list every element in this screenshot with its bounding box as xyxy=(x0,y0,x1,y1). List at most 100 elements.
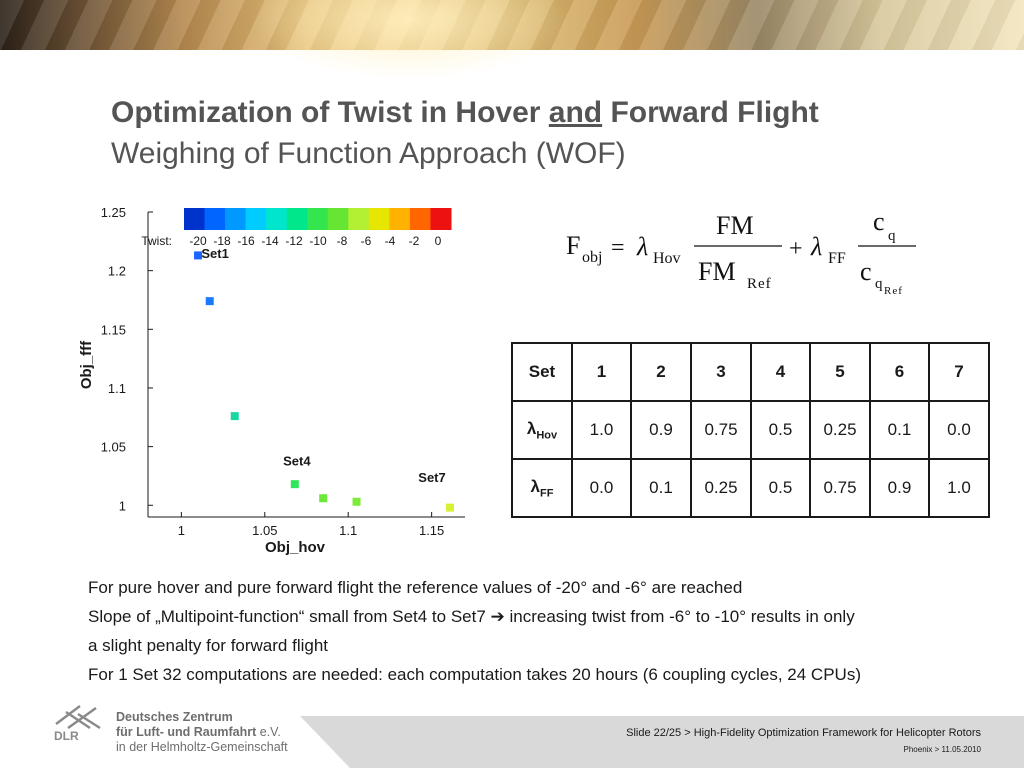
note-line-part: increasing twist from -6° to -10° result… xyxy=(504,607,855,626)
formula-lambda-hov: λ xyxy=(636,232,648,261)
table-cell: 0.0 xyxy=(571,458,632,518)
set-header: 5 xyxy=(809,342,871,402)
org-line-2b: e.V. xyxy=(259,725,281,739)
colorbar-tick-label: -8 xyxy=(337,234,348,248)
weights-table: Set 1 2 3 4 5 6 7 λHov 1.0 0.9 0.75 0.5 … xyxy=(511,342,990,518)
table-cell: 0.9 xyxy=(630,400,692,460)
dlr-logo-text: DLR xyxy=(54,729,79,743)
org-line-2a: für Luft- und Raumfahrt xyxy=(116,725,260,739)
formula-plus: + xyxy=(789,236,803,262)
org-line-2: für Luft- und Raumfahrt e.V. xyxy=(116,725,288,740)
table-corner: Set xyxy=(511,342,573,402)
row-label-ff: λFF xyxy=(511,458,573,518)
table-row-ff: λFF 0.0 0.1 0.25 0.5 0.75 0.9 1.0 xyxy=(511,458,990,518)
formula-c-num: c xyxy=(873,207,885,236)
colorbar-swatch xyxy=(286,208,308,230)
y-tick-label: 1.2 xyxy=(108,264,126,279)
colorbar-tick-label: -10 xyxy=(309,234,327,248)
table-cell: 0.1 xyxy=(869,400,930,460)
set-header: 1 xyxy=(571,342,632,402)
dlr-logo-icon: DLR xyxy=(54,705,101,743)
formula-fm-den: FM xyxy=(698,257,736,286)
colorbar-swatch xyxy=(204,208,226,230)
footer-band xyxy=(300,716,1024,768)
colorbar-swatch xyxy=(225,208,247,230)
set-header: 7 xyxy=(928,342,990,402)
y-axis-label: Obj_fff xyxy=(78,340,95,389)
colorbar-tick-label: -12 xyxy=(285,234,303,248)
colorbar-swatch xyxy=(430,208,452,230)
note-line: Slope of „Multipoint-function“ small fro… xyxy=(88,602,1008,631)
point-annotation: Set7 xyxy=(418,470,445,485)
org-line-3: in der Helmholtz-Gemeinschaft xyxy=(116,740,288,754)
table-cell: 1.0 xyxy=(928,458,990,518)
colorbar-swatch xyxy=(184,208,206,230)
event-info: Phoenix > 11.05.2010 xyxy=(903,745,981,754)
table-row-hov: λHov 1.0 0.9 0.75 0.5 0.25 0.1 0.0 xyxy=(511,400,990,460)
data-point xyxy=(445,503,454,512)
y-tick-label: 1.15 xyxy=(101,322,126,337)
colorbar-swatch xyxy=(409,208,431,230)
title-part-a: Optimization of Twist in Hover xyxy=(111,96,549,129)
point-annotation: Set1 xyxy=(201,246,228,261)
arrow-icon: ➔ xyxy=(490,607,505,626)
x-tick-label: 1 xyxy=(178,523,185,538)
colorbar-label: Twist: xyxy=(141,234,172,248)
formula-F: F xyxy=(566,231,580,260)
x-ticks: 1 1.05 1.1 1.15 xyxy=(178,512,444,538)
set-header: 4 xyxy=(750,342,811,402)
data-point xyxy=(194,251,203,260)
header-banner xyxy=(0,0,1024,80)
organization-name: Deutsches Zentrum für Luft- und Raumfahr… xyxy=(116,710,288,755)
objective-formula: F obj = λ Hov FM FM Ref + λ FF c q c q R… xyxy=(566,207,916,297)
slide-info: Slide 22/25 > High-Fidelity Optimization… xyxy=(626,727,981,739)
colorbar-tick-label: -16 xyxy=(237,234,255,248)
note-line: For 1 Set 32 computations are needed: ea… xyxy=(88,665,861,684)
colorbar-tick-label: -4 xyxy=(385,234,396,248)
table-cell: 0.0 xyxy=(928,400,990,460)
table-cell: 0.9 xyxy=(869,458,930,518)
data-points xyxy=(194,251,454,512)
x-tick-label: 1.1 xyxy=(339,523,357,538)
row-label-hov: λHov xyxy=(511,400,573,460)
formula-c-den: c xyxy=(860,257,872,286)
formula-ref-sub-1: Ref xyxy=(747,276,772,292)
y-tick-label: 1.05 xyxy=(101,440,126,455)
point-annotation: Set4 xyxy=(283,453,311,468)
colorbar-swatch xyxy=(245,208,267,230)
twist-colorbar xyxy=(184,208,452,230)
table-cell: 0.25 xyxy=(809,400,871,460)
colorbar-swatch xyxy=(307,208,329,230)
set-header: 6 xyxy=(869,342,930,402)
colorbar-swatch xyxy=(389,208,411,230)
colorbar-tick-label: 0 xyxy=(435,234,442,248)
slide-subtitle: Weighing of Function Approach (WOF) xyxy=(111,137,626,170)
y-tick-label: 1.1 xyxy=(108,381,126,396)
row-label-sub: FF xyxy=(540,487,554,500)
colorbar-tick-label: -14 xyxy=(261,234,279,248)
note-line: a slight penalty for forward flight xyxy=(88,636,329,655)
colorbar-tick-label: -20 xyxy=(189,234,207,248)
table-cell: 1.0 xyxy=(571,400,632,460)
formula-ref-sub-2: Ref xyxy=(884,285,903,297)
table-row-header: Set 1 2 3 4 5 6 7 xyxy=(511,342,990,402)
y-ticks: 1 1.05 1.1 1.15 1.2 1.25 xyxy=(101,205,153,513)
data-point xyxy=(352,497,361,506)
point-annotations: Set1 Set4 Set7 xyxy=(201,246,445,485)
set-header: 3 xyxy=(690,342,752,402)
colorbar-tick-label: -18 xyxy=(213,234,231,248)
table-cell: 0.5 xyxy=(750,458,811,518)
y-tick-label: 1 xyxy=(119,498,126,513)
colorbar-swatch xyxy=(266,208,288,230)
data-point xyxy=(230,412,239,421)
data-point xyxy=(290,480,299,489)
note-line-part: Slope of „Multipoint-function“ small fro… xyxy=(88,607,491,626)
x-axis-label: Obj_hov xyxy=(265,539,326,556)
scatter-chart: Twist: -20 -18 -16 -14 -12 -10 -8 -6 -4 -2 0 11.05… xyxy=(78,205,465,556)
org-line-1: Deutsches Zentrum xyxy=(116,710,233,724)
slide-title: Optimization of Twist in Hover and Forwa… xyxy=(111,96,819,130)
formula-q-den: q xyxy=(875,276,883,292)
formula-equals: = xyxy=(611,235,625,261)
formula-q-num: q xyxy=(888,228,896,244)
note-line: For pure hover and pure forward flight t… xyxy=(88,578,743,597)
